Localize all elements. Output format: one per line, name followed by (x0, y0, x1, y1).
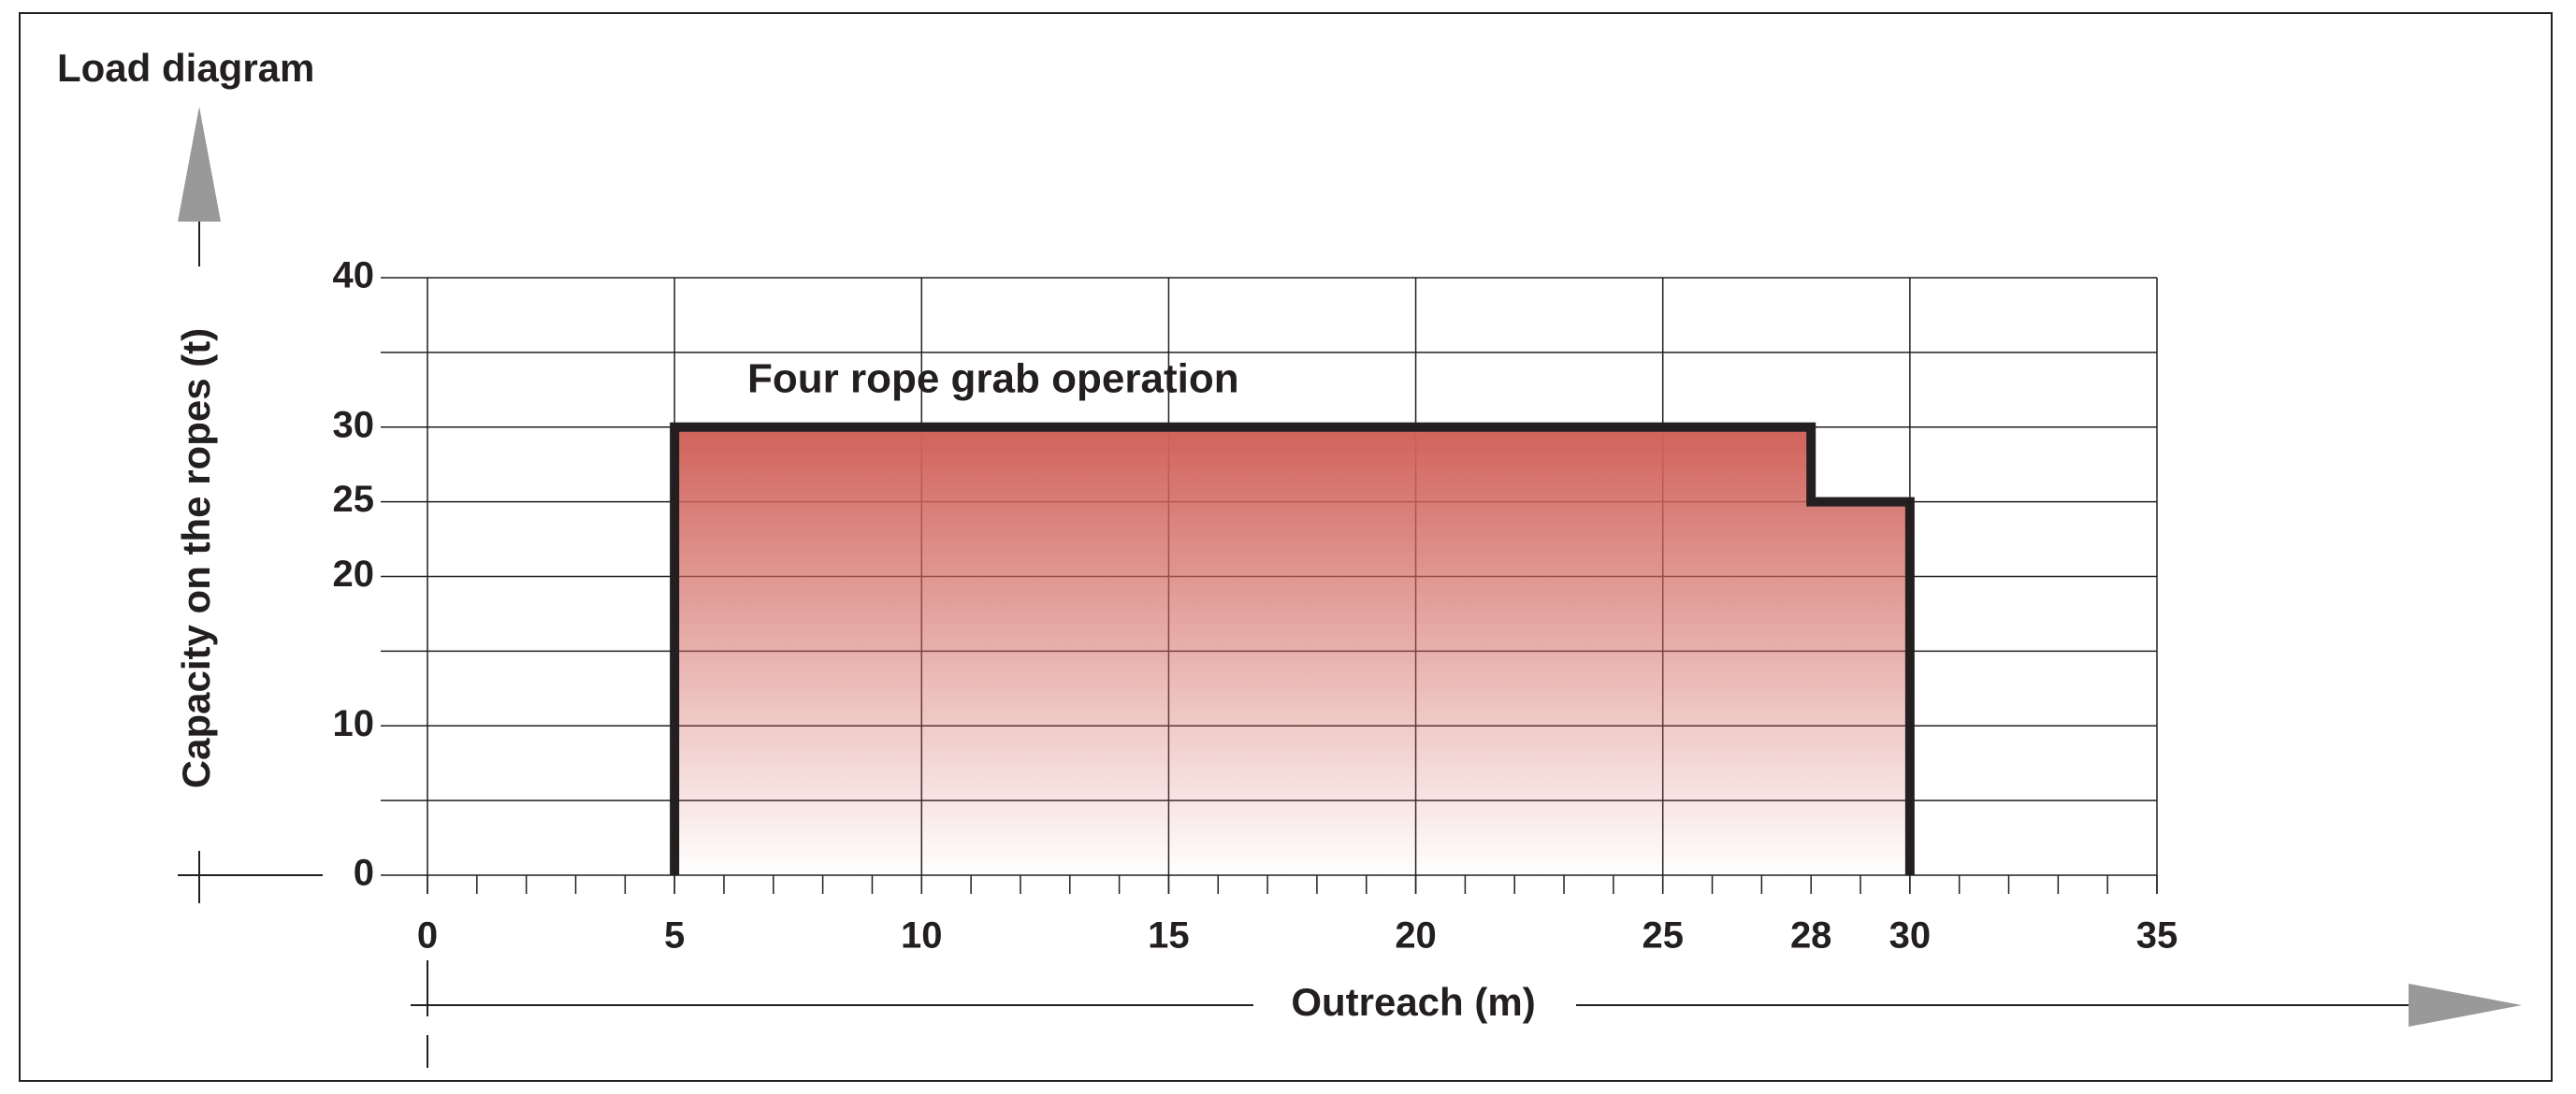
load-line (670, 422, 1915, 875)
y-tick-label: 25 (333, 479, 375, 520)
x-tick-label: 35 (2136, 915, 2178, 957)
x-axis-label: Outreach (m) (1291, 980, 1535, 1024)
frame (19, 12, 2553, 1082)
y-tick-label: 0 (354, 853, 374, 894)
y-tick-label: 40 (333, 255, 375, 296)
area-fill (674, 426, 1910, 875)
x-tick-label: 30 (1889, 915, 1932, 957)
y-arrow (178, 107, 221, 222)
y-tick-label: 10 (333, 703, 375, 744)
x-tick-label: 20 (1395, 915, 1437, 957)
x-tick-label: 10 (901, 915, 943, 957)
plot (670, 422, 1915, 875)
x-tick-label: 15 (1148, 915, 1190, 957)
x-tick-label: 25 (1642, 915, 1684, 957)
y-axis-label: Capacity on the ropes (t) (174, 328, 218, 788)
x-arrow (2409, 984, 2522, 1027)
y-tick-label: 30 (333, 404, 375, 445)
chart-title: Load diagram (57, 46, 314, 90)
x-tick-label: 5 (664, 915, 685, 957)
annotation: Four rope grab operation (747, 356, 1239, 402)
y-tick-label: 20 (333, 554, 375, 595)
x-tick-label: 28 (1790, 915, 1832, 957)
x-tick-label: 0 (417, 915, 438, 957)
